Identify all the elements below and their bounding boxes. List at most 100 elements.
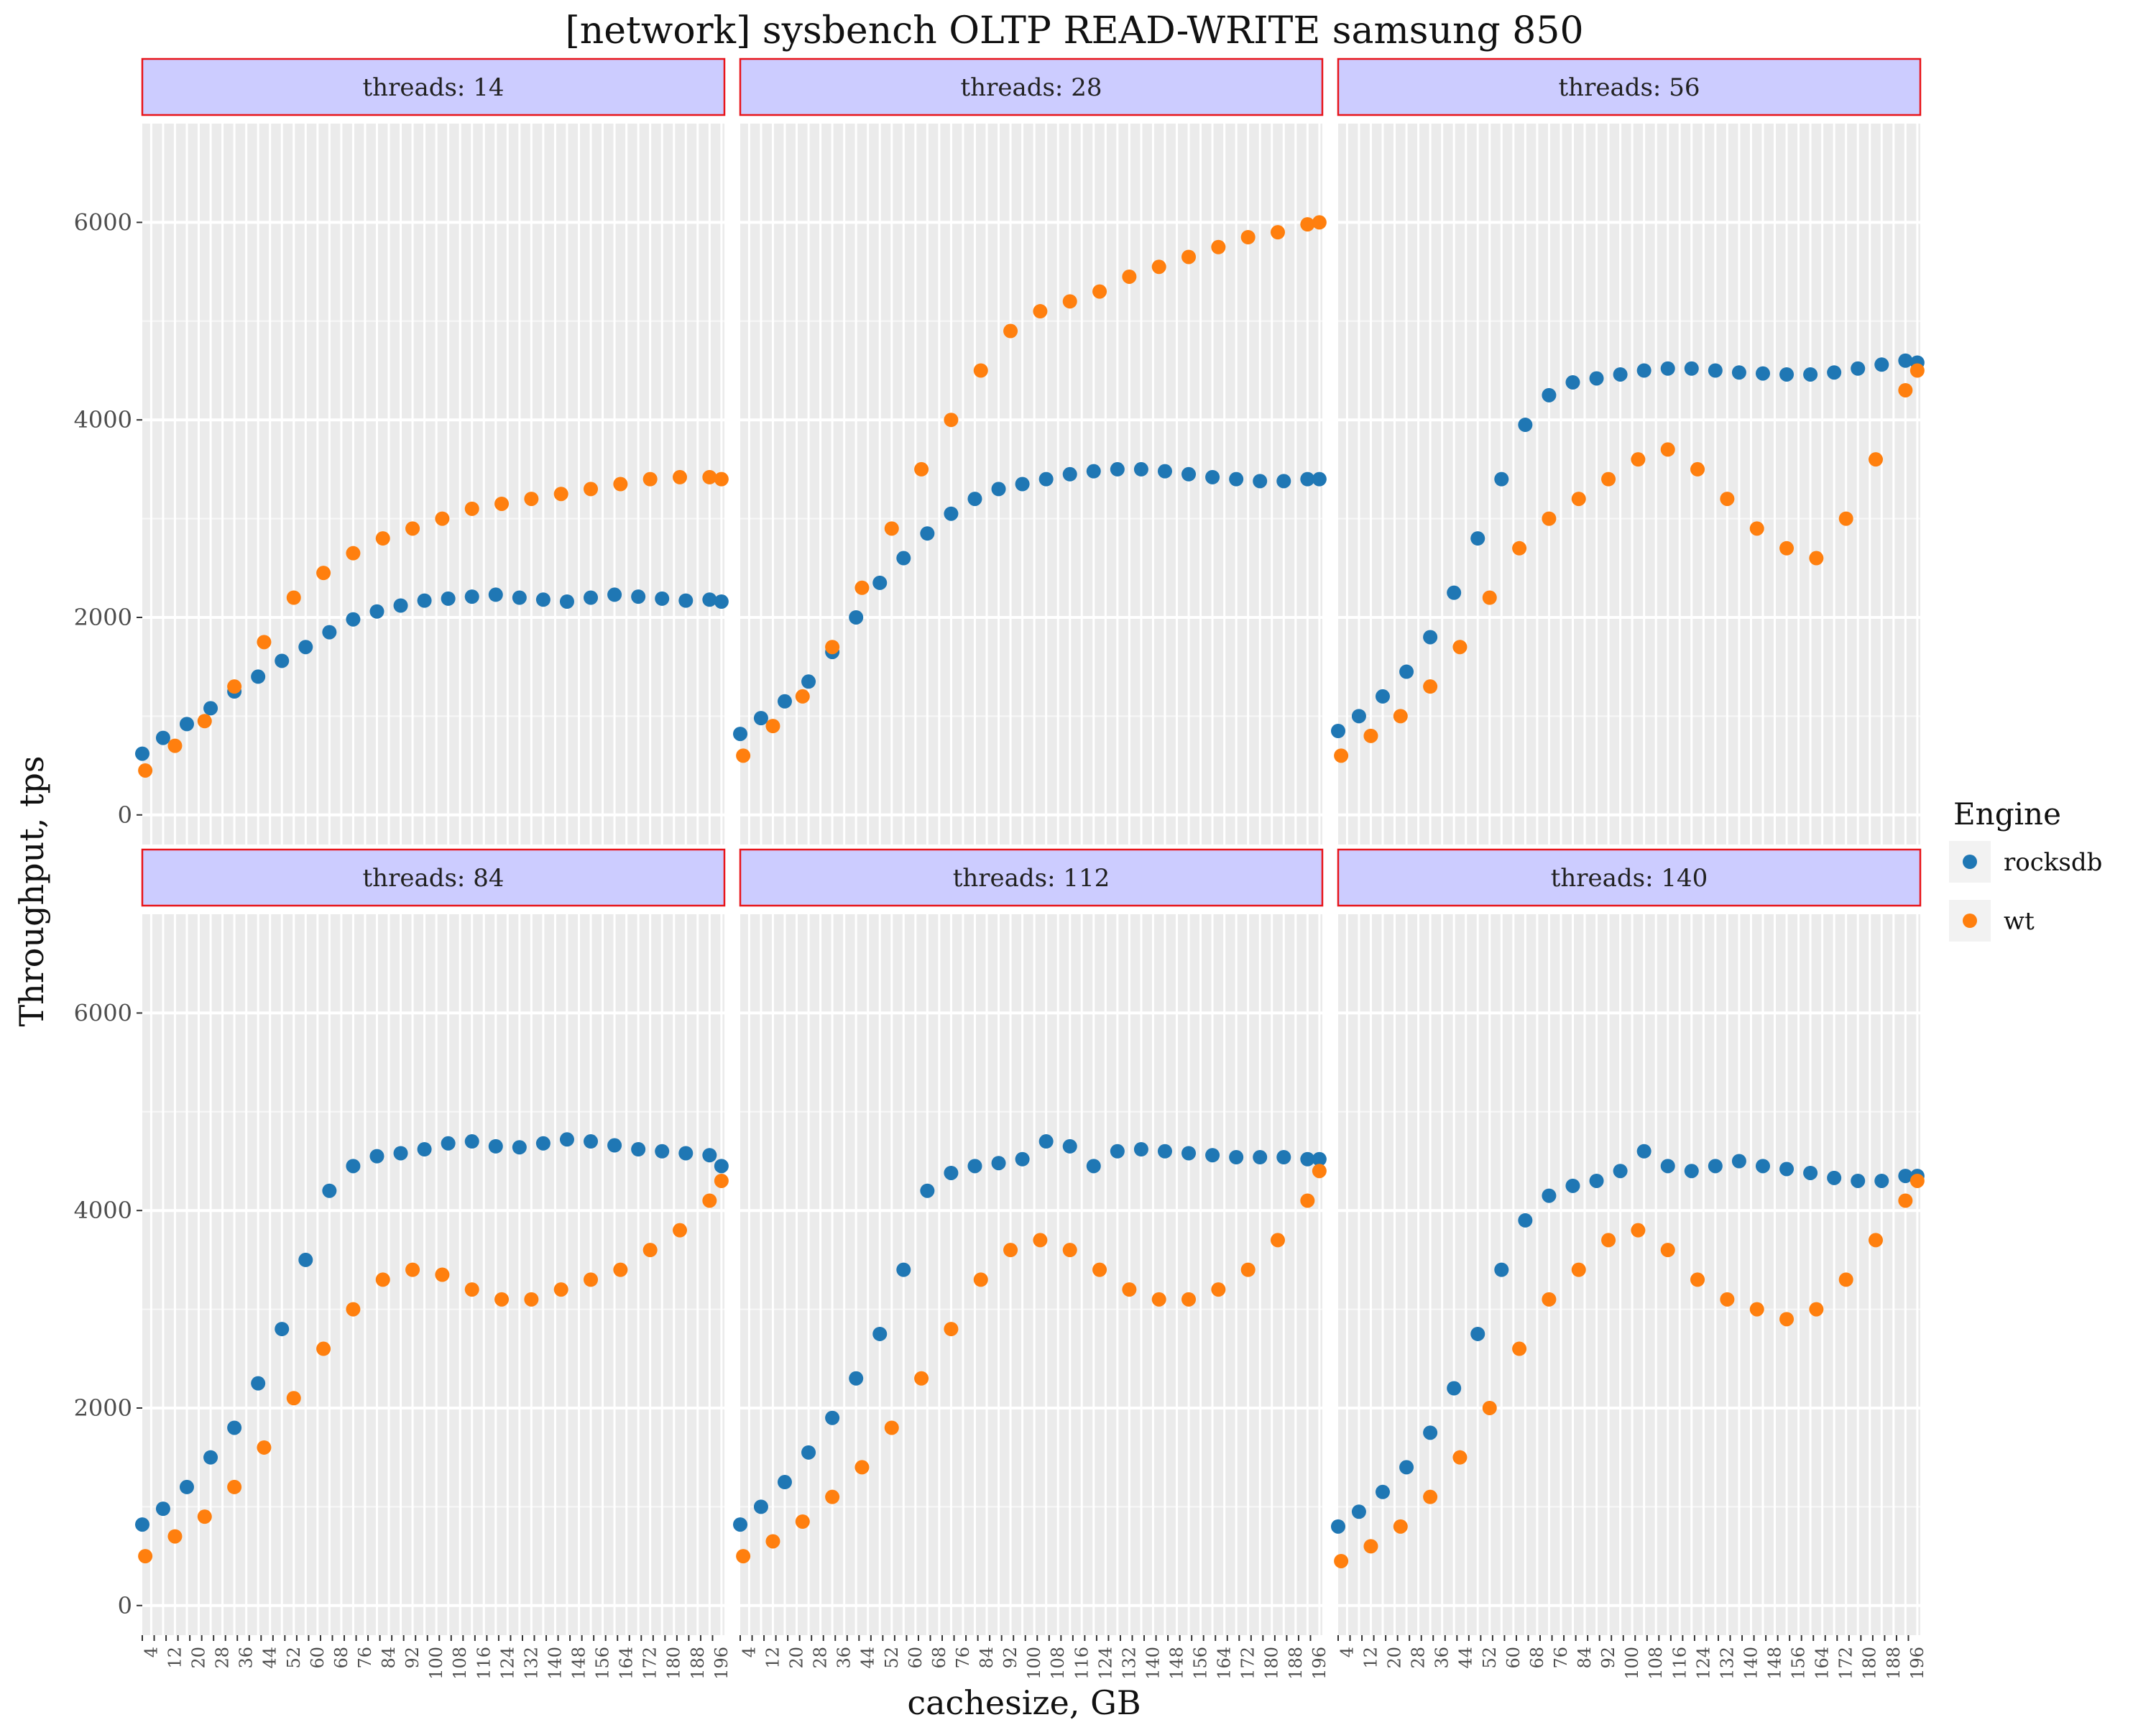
data-point-rocksdb [203,701,218,716]
data-point-rocksdb [1636,363,1651,378]
data-point-rocksdb [1229,472,1244,487]
data-point-wt [1660,442,1675,457]
data-point-wt [1393,709,1408,724]
data-point-wt [714,1173,729,1188]
data-point-wt [1660,1243,1675,1258]
x-tick-label: 76 [355,1647,375,1669]
data-point-wt [702,469,717,484]
data-point-wt [1720,492,1735,507]
data-point-wt [884,521,899,536]
data-point-rocksdb [1660,361,1675,376]
data-point-rocksdb [346,1159,361,1174]
data-point-rocksdb [1542,387,1557,402]
facet-panel: threads: 14 0 2000 4000 6000 [74,58,729,845]
data-point-wt [1909,363,1925,378]
x-tick-label: 148 [569,1647,589,1680]
x-tick-label: 108 [450,1647,470,1680]
data-point-wt [1393,1519,1408,1534]
x-tick-label: 148 [1167,1647,1187,1680]
data-point-wt [854,1460,870,1475]
y-tick-label: 0 [118,1592,132,1619]
data-point-wt [257,1440,272,1455]
data-point-wt [1062,294,1077,309]
facet-strip [1337,58,1922,116]
data-point-rocksdb [393,1146,408,1161]
data-point-wt [795,1514,810,1529]
data-point-wt [1838,511,1853,526]
x-tick-label: 132 [1717,1647,1737,1680]
data-point-rocksdb [1827,365,1842,380]
data-point-rocksdb [275,1322,290,1337]
data-point-wt [464,1282,479,1297]
data-point-rocksdb [441,1136,456,1151]
data-point-wt [714,472,729,487]
data-point-wt [613,477,628,492]
data-point-rocksdb [1110,1144,1125,1159]
data-point-rocksdb [944,1165,959,1180]
data-point-wt [257,635,272,650]
data-point-rocksdb [584,590,599,605]
data-point-wt [1334,1553,1349,1568]
data-point-rocksdb [944,506,959,521]
x-tick-label: 76 [1551,1647,1571,1669]
data-point-rocksdb [967,492,982,507]
data-point-rocksdb [733,1517,747,1532]
data-point-wt [1423,1489,1438,1504]
data-point-rocksdb [1015,477,1030,492]
data-point-rocksdb [488,1138,503,1154]
data-point-rocksdb [753,1499,768,1514]
x-tick-label: 140 [545,1647,565,1680]
data-point-rocksdb [1133,461,1148,477]
data-point-rocksdb [777,1475,792,1490]
data-point-wt [1181,249,1197,264]
data-point-rocksdb [1731,365,1746,380]
x-tick-label: 156 [1789,1647,1809,1680]
data-point-rocksdb [872,1326,888,1341]
data-point-rocksdb [1755,366,1770,381]
data-point-rocksdb [584,1134,599,1149]
legend: Engine rocksdb wt [1949,796,2102,942]
legend-title: Engine [1953,796,2061,832]
plot-background [740,914,1322,1635]
data-point-rocksdb [849,610,864,625]
data-point-wt [316,566,331,581]
x-tick-label: 52 [1480,1647,1500,1669]
data-point-rocksdb [753,711,768,726]
data-point-wt [1571,1262,1586,1277]
x-tick-label: 52 [882,1647,902,1669]
data-point-rocksdb [1636,1144,1651,1159]
data-point-rocksdb [155,1501,170,1517]
data-point-wt [825,1489,840,1504]
y-tick-label: 4000 [74,1197,132,1224]
data-point-rocksdb [535,1136,550,1151]
data-point-rocksdb [607,1138,622,1153]
data-point-rocksdb [512,1140,527,1155]
data-point-wt [435,511,450,526]
x-tick-label: 156 [593,1647,613,1680]
data-point-wt [375,531,390,546]
data-point-rocksdb [1157,464,1172,479]
facet-panel: threads: 28 [733,58,1327,845]
data-point-rocksdb [1423,1425,1438,1440]
data-point-rocksdb [1660,1159,1675,1174]
data-point-wt [1452,640,1468,655]
data-point-wt [1271,1233,1286,1248]
data-point-rocksdb [1276,1149,1291,1164]
plot-background [142,124,724,845]
data-point-rocksdb [1229,1149,1244,1164]
data-point-wt [914,1371,929,1386]
data-point-rocksdb [1518,1213,1533,1228]
data-point-wt [138,1549,153,1564]
data-point-rocksdb [872,575,888,590]
data-point-rocksdb [464,589,479,604]
data-point-rocksdb [1331,1519,1345,1534]
x-tick-label: 84 [379,1647,399,1669]
data-point-rocksdb [1300,472,1315,487]
x-tick-label: 116 [1669,1647,1690,1680]
data-point-rocksdb [1708,363,1723,378]
data-point-wt [227,679,242,694]
x-tick-label: 44 [260,1647,280,1669]
data-point-wt [1092,284,1107,299]
data-point-rocksdb [1518,418,1533,433]
data-point-rocksdb [1375,1484,1390,1499]
